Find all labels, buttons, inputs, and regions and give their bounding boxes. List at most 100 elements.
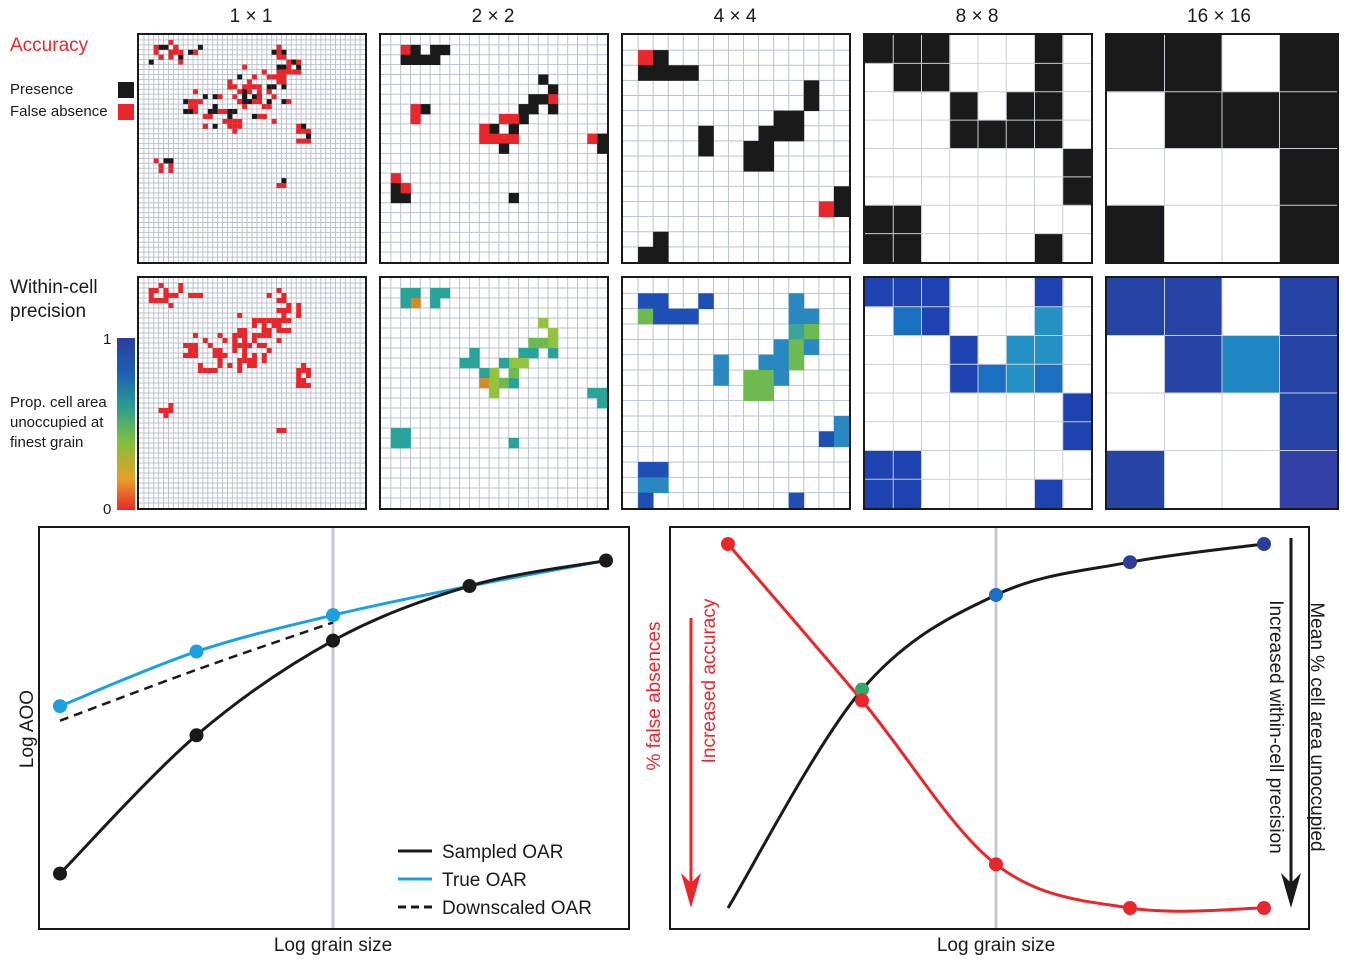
occupied-cell — [227, 119, 232, 124]
occupied-cell — [267, 348, 272, 353]
occupied-cell — [154, 158, 159, 163]
occupied-cell — [509, 124, 519, 134]
occupied-cell — [509, 193, 519, 203]
occupied-cell — [168, 55, 173, 60]
colorbar-max: 1 — [103, 330, 111, 350]
occupied-cell — [410, 298, 420, 308]
false-absence-point — [1257, 901, 1271, 915]
occupied-cell — [301, 368, 306, 373]
occupied-cell — [1035, 234, 1064, 262]
occupied-cell — [499, 358, 509, 368]
occupied-cell — [893, 278, 922, 307]
accuracy-grid-1x1 — [137, 33, 367, 264]
occupied-cell — [242, 104, 247, 109]
occupied-cell — [149, 60, 154, 65]
occupied-cell — [154, 298, 159, 303]
occupied-cell — [296, 70, 301, 75]
grid-lines — [381, 35, 607, 262]
occupied-cell — [1035, 92, 1064, 121]
accuracy-grid-2x2 — [379, 33, 609, 264]
occupied-cell — [296, 139, 301, 144]
occupied-cell — [1280, 451, 1338, 509]
occupied-cell — [538, 94, 548, 104]
occupied-cell — [242, 99, 247, 104]
precision-grid-2x2 — [379, 276, 609, 510]
occupied-cell — [296, 308, 301, 313]
occupied-cell — [183, 99, 188, 104]
precision-title: Within-cell precision — [10, 276, 120, 324]
false-absence-point — [721, 537, 735, 551]
left-chart-svg: Sampled OARTrue OARDownscaled OAR — [40, 528, 628, 928]
occupied-cell — [420, 55, 430, 65]
occupied-cell — [759, 156, 774, 172]
occupied-cell — [164, 408, 169, 413]
occupied-cell — [922, 278, 951, 307]
occupied-cell — [257, 94, 262, 99]
occupied-cell — [272, 119, 277, 124]
occupied-cell — [252, 94, 257, 99]
occupied-cell — [208, 109, 213, 114]
occupied-cell — [638, 65, 653, 81]
occupied-cell — [281, 308, 286, 313]
occupied-cell — [306, 383, 311, 388]
occupied-cell — [183, 353, 188, 358]
sampled-oar-point — [463, 579, 477, 593]
occupied-cell — [159, 298, 164, 303]
occupied-cell — [401, 55, 411, 65]
occupied-cell — [548, 338, 558, 348]
occupied-cell — [391, 428, 401, 438]
occupied-cell — [183, 109, 188, 114]
occupied-cell — [638, 247, 653, 262]
occupied-cell — [223, 353, 228, 358]
occupied-cell — [213, 94, 218, 99]
occupied-cell — [1280, 149, 1338, 206]
occupied-cell — [509, 134, 519, 144]
occupied-cell — [668, 65, 683, 81]
right-chart — [669, 526, 1310, 930]
occupied-cell — [789, 309, 804, 325]
occupied-cell — [257, 114, 262, 119]
occupied-cell — [237, 99, 242, 104]
occupied-cell — [804, 324, 819, 340]
occupied-cell — [1063, 177, 1091, 206]
occupied-cell — [203, 94, 208, 99]
occupied-cell — [1035, 364, 1064, 393]
occupied-cell — [281, 70, 286, 75]
occupied-cell — [247, 89, 252, 94]
occupied-cell — [1165, 35, 1223, 92]
occupied-cell — [1280, 92, 1338, 149]
occupied-cell — [683, 309, 698, 325]
occupied-cell — [744, 156, 759, 172]
legend-presence-swatch — [118, 82, 134, 98]
accuracy-grid-8x8 — [863, 33, 1093, 264]
occupied-cell — [178, 60, 183, 65]
occupied-cell — [188, 293, 193, 298]
occupied-cell — [267, 333, 272, 338]
occupied-cell — [401, 438, 411, 448]
occupied-cell — [193, 50, 198, 55]
occupied-cell — [227, 79, 232, 84]
occupied-cell — [1035, 479, 1064, 508]
occupied-cell — [237, 358, 242, 363]
occupied-cell — [242, 353, 247, 358]
occupied-cell — [164, 158, 169, 163]
occupied-cell — [893, 205, 922, 234]
left-chart-xlabel: Log grain size — [233, 935, 433, 957]
occupied-cell — [218, 358, 223, 363]
occupied-cell — [262, 328, 267, 333]
occupied-cell — [168, 303, 173, 308]
occupied-cell — [164, 288, 169, 293]
occupied-cell — [306, 368, 311, 373]
occupied-cell — [232, 129, 237, 134]
occupied-cell — [1280, 35, 1338, 92]
occupied-cell — [247, 363, 252, 368]
occupied-cell — [227, 84, 232, 89]
true-oar-point — [190, 645, 204, 659]
occupied-cell — [499, 134, 509, 144]
occupied-cell — [232, 109, 237, 114]
precision-arrow-label: Increased within-cell precision — [1264, 577, 1286, 877]
occupied-cell — [188, 109, 193, 114]
occupied-cell — [247, 358, 252, 363]
occupied-cell — [154, 50, 159, 55]
occupied-cell — [252, 114, 257, 119]
